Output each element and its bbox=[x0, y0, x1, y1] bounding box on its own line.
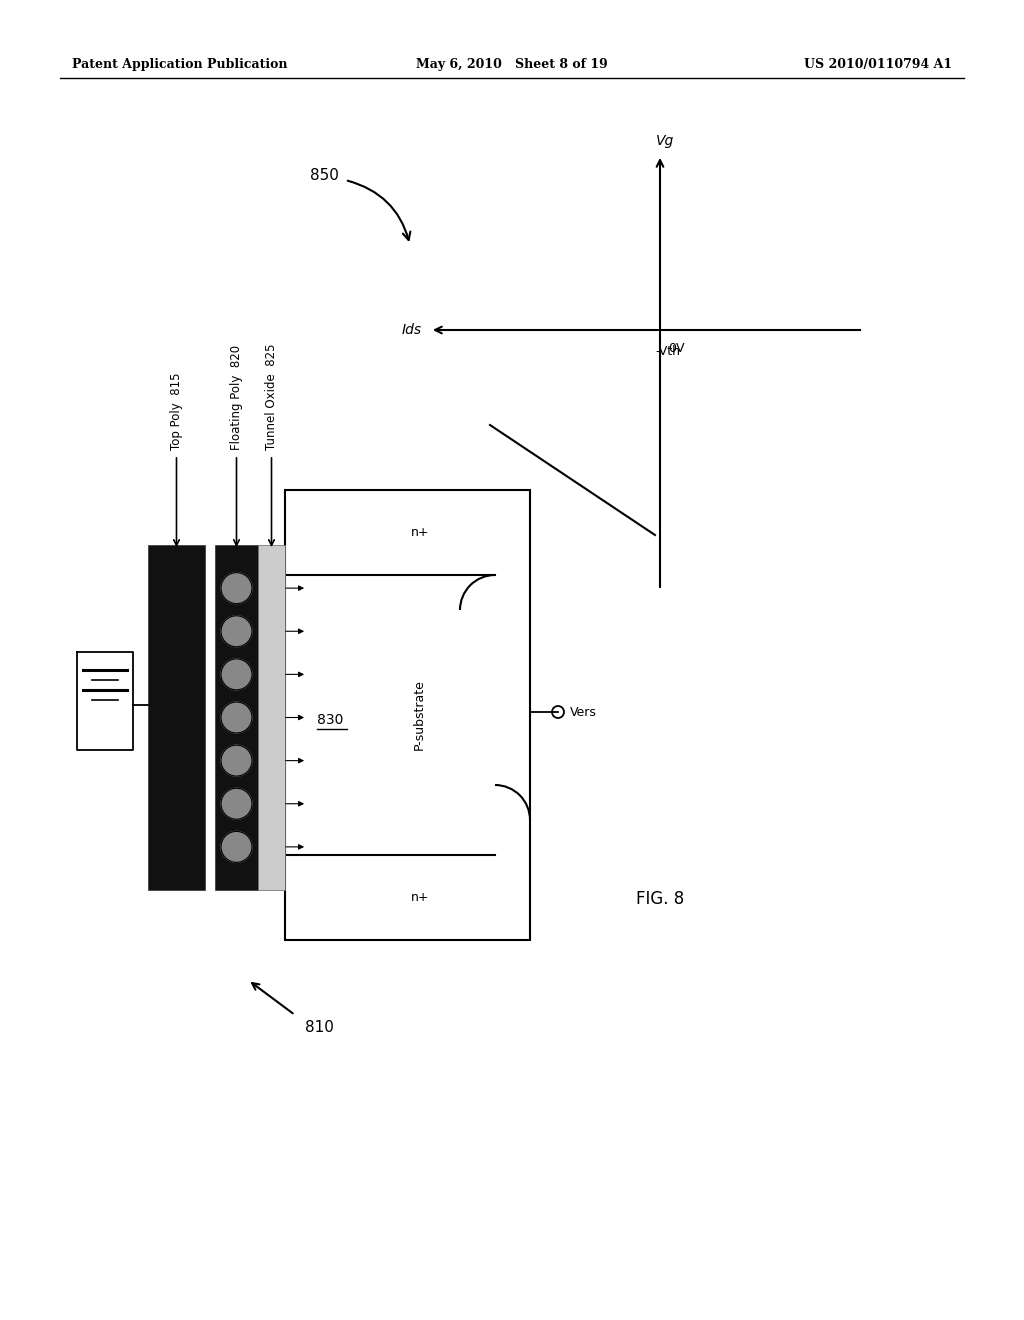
Text: Floating Poly  820: Floating Poly 820 bbox=[230, 345, 243, 450]
Text: 0V: 0V bbox=[668, 342, 684, 355]
Text: n+: n+ bbox=[411, 525, 429, 539]
Circle shape bbox=[221, 702, 252, 733]
Text: Vers: Vers bbox=[570, 705, 597, 718]
Text: n+: n+ bbox=[411, 891, 429, 904]
Text: Top Poly  815: Top Poly 815 bbox=[170, 372, 183, 450]
Text: Tunnel Oxide  825: Tunnel Oxide 825 bbox=[265, 343, 278, 450]
Text: Vg: Vg bbox=[656, 135, 674, 148]
Bar bbox=[285, 490, 530, 940]
Text: US 2010/0110794 A1: US 2010/0110794 A1 bbox=[804, 58, 952, 71]
Text: 810: 810 bbox=[305, 1020, 334, 1035]
Text: 830: 830 bbox=[317, 713, 343, 727]
Text: Patent Application Publication: Patent Application Publication bbox=[72, 58, 288, 71]
Text: P-substrate: P-substrate bbox=[414, 680, 426, 751]
Text: FIG. 8: FIG. 8 bbox=[636, 890, 684, 908]
Circle shape bbox=[221, 746, 252, 776]
Circle shape bbox=[221, 659, 252, 690]
Text: -Vth: -Vth bbox=[655, 345, 680, 358]
Bar bbox=[148, 545, 205, 890]
Bar bbox=[258, 545, 285, 890]
Circle shape bbox=[221, 615, 252, 647]
Text: Ids: Ids bbox=[401, 323, 422, 337]
Circle shape bbox=[221, 832, 252, 862]
Text: 850: 850 bbox=[310, 168, 339, 182]
Text: May 6, 2010   Sheet 8 of 19: May 6, 2010 Sheet 8 of 19 bbox=[416, 58, 608, 71]
Circle shape bbox=[221, 573, 252, 603]
Bar bbox=[215, 545, 258, 890]
Circle shape bbox=[221, 788, 252, 820]
